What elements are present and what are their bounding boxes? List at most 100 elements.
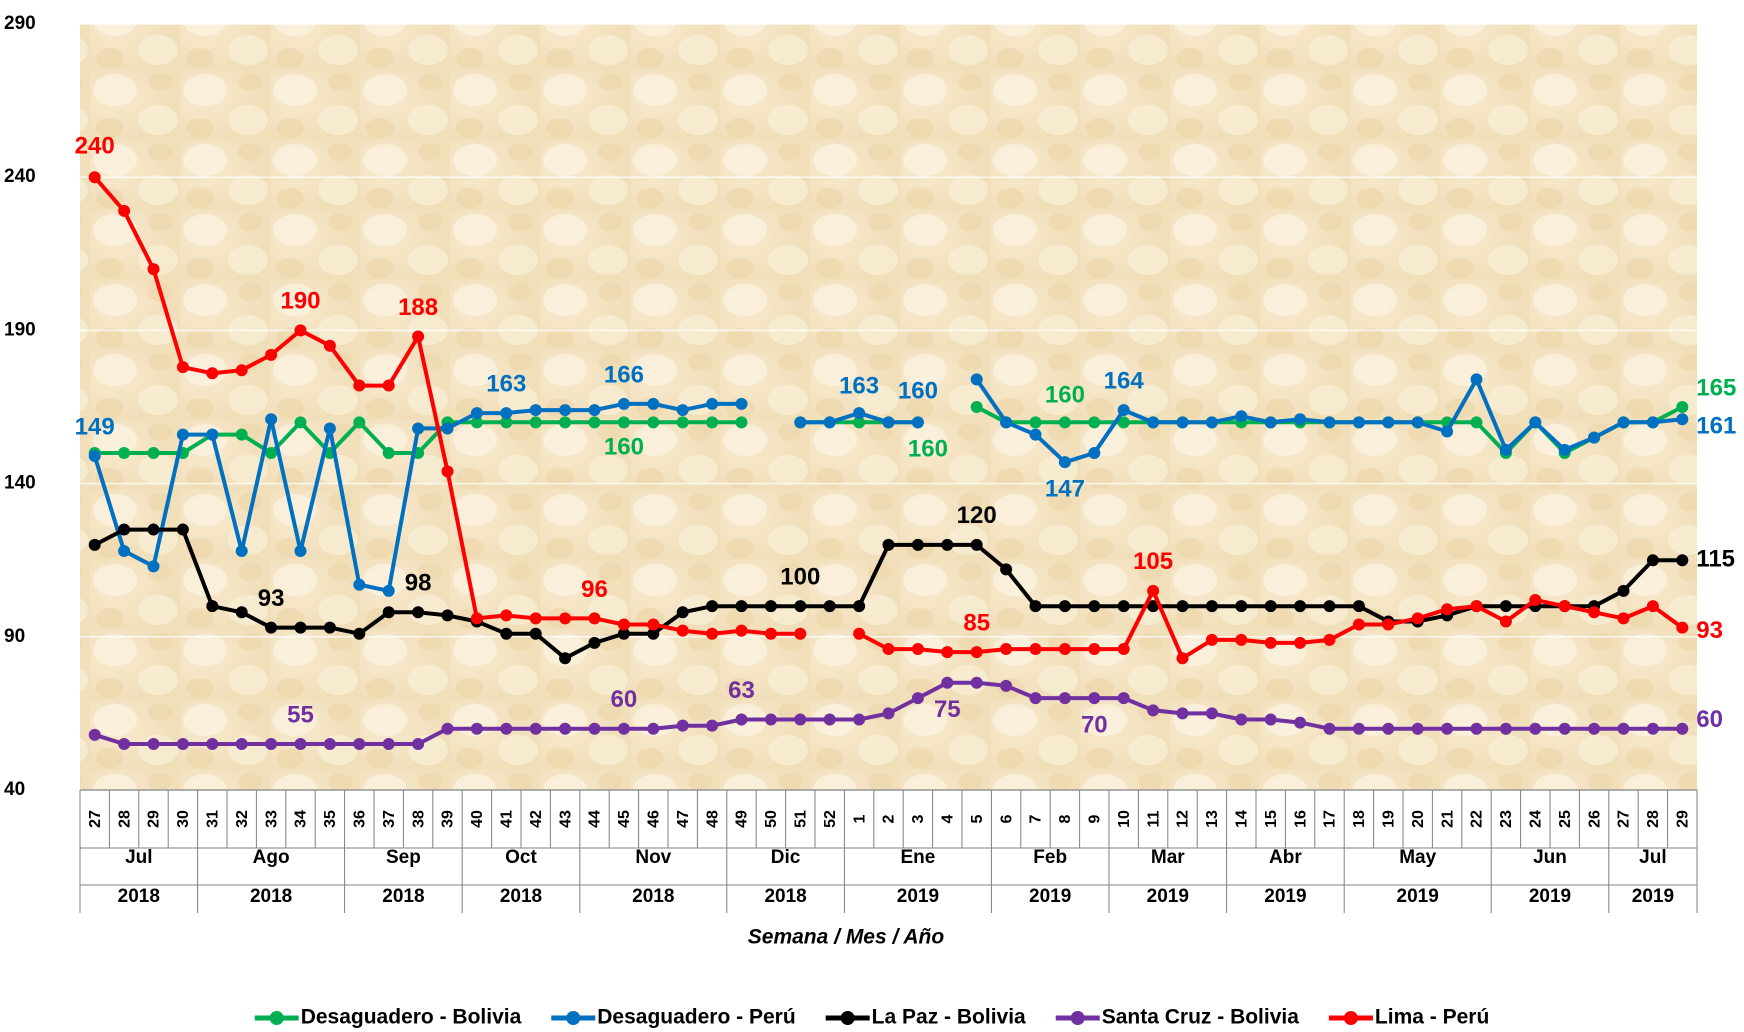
data-point bbox=[1353, 619, 1365, 631]
data-point bbox=[883, 539, 895, 551]
data-point bbox=[971, 646, 983, 658]
data-point bbox=[1588, 723, 1600, 735]
data-label: 190 bbox=[280, 288, 320, 315]
data-label: 166 bbox=[604, 361, 644, 388]
month-label: Ene bbox=[900, 847, 935, 868]
data-point bbox=[1324, 723, 1336, 735]
data-point bbox=[912, 692, 924, 704]
data-point bbox=[1030, 600, 1042, 612]
week-label: 31 bbox=[205, 810, 222, 828]
data-point bbox=[1529, 594, 1541, 606]
data-point bbox=[295, 545, 307, 557]
data-label: 160 bbox=[604, 434, 644, 461]
data-label: 55 bbox=[287, 701, 314, 728]
week-label: 17 bbox=[1322, 810, 1339, 828]
data-point bbox=[1647, 554, 1659, 566]
data-point bbox=[1500, 723, 1512, 735]
data-point bbox=[1382, 723, 1394, 735]
y-tick-label: 190 bbox=[4, 319, 36, 340]
week-label: 40 bbox=[469, 810, 486, 828]
data-point bbox=[89, 729, 101, 741]
legend-label: Santa Cruz - Bolivia bbox=[1102, 1006, 1300, 1029]
data-point bbox=[1147, 704, 1159, 716]
year-label: 2019 bbox=[1147, 886, 1189, 907]
data-point bbox=[148, 447, 160, 459]
data-point bbox=[1206, 600, 1218, 612]
data-point bbox=[1265, 637, 1277, 649]
data-label: 70 bbox=[1081, 711, 1108, 738]
data-point bbox=[677, 606, 689, 618]
data-point bbox=[1000, 680, 1012, 692]
data-point bbox=[148, 560, 160, 572]
week-label: 46 bbox=[646, 810, 663, 828]
data-point bbox=[736, 625, 748, 637]
data-point bbox=[1412, 612, 1424, 624]
data-point bbox=[912, 539, 924, 551]
data-point bbox=[1059, 692, 1071, 704]
data-point bbox=[236, 738, 248, 750]
data-point bbox=[1676, 413, 1688, 425]
data-point bbox=[1059, 600, 1071, 612]
data-point bbox=[1088, 643, 1100, 655]
data-point bbox=[883, 416, 895, 428]
month-label: Jul bbox=[125, 847, 152, 868]
data-label: 147 bbox=[1045, 475, 1085, 502]
data-point bbox=[1177, 600, 1189, 612]
legend-item: La Paz - Bolivia bbox=[826, 1006, 1026, 1029]
month-label: Jun bbox=[1533, 847, 1567, 868]
data-point bbox=[383, 606, 395, 618]
data-label: 93 bbox=[258, 585, 285, 612]
data-point bbox=[236, 545, 248, 557]
data-point bbox=[1177, 416, 1189, 428]
data-point bbox=[177, 429, 189, 441]
data-label: 160 bbox=[898, 378, 938, 405]
week-label: 30 bbox=[175, 810, 192, 828]
data-point bbox=[442, 723, 454, 735]
data-point bbox=[1206, 707, 1218, 719]
data-point bbox=[500, 407, 512, 419]
data-point bbox=[1559, 600, 1571, 612]
year-label: 2019 bbox=[1529, 886, 1571, 907]
year-label: 2018 bbox=[118, 886, 160, 907]
data-point bbox=[1235, 634, 1247, 646]
data-point bbox=[353, 380, 365, 392]
week-label: 43 bbox=[557, 810, 574, 828]
data-point bbox=[853, 714, 865, 726]
legend-marker bbox=[566, 1011, 580, 1025]
legend-label: La Paz - Bolivia bbox=[872, 1006, 1026, 1029]
data-label: 115 bbox=[1696, 546, 1735, 573]
data-point bbox=[1441, 603, 1453, 615]
week-label: 42 bbox=[528, 810, 545, 828]
data-label: 60 bbox=[611, 686, 638, 713]
data-point bbox=[1030, 643, 1042, 655]
week-label: 32 bbox=[234, 810, 251, 828]
data-point bbox=[559, 723, 571, 735]
week-label: 51 bbox=[793, 810, 810, 828]
week-label: 52 bbox=[822, 810, 839, 828]
data-point bbox=[265, 413, 277, 425]
data-point bbox=[1294, 717, 1306, 729]
data-point bbox=[118, 738, 130, 750]
data-point bbox=[206, 429, 218, 441]
data-point bbox=[1030, 429, 1042, 441]
data-point bbox=[1265, 714, 1277, 726]
data-point bbox=[471, 723, 483, 735]
data-point bbox=[1235, 714, 1247, 726]
data-point bbox=[941, 539, 953, 551]
week-label: 25 bbox=[1557, 810, 1574, 828]
y-tick-label: 240 bbox=[4, 166, 36, 187]
x-axis-title: Semana / Mes / Año bbox=[748, 926, 945, 949]
data-point bbox=[1353, 416, 1365, 428]
data-point bbox=[236, 606, 248, 618]
data-point bbox=[647, 723, 659, 735]
data-point bbox=[1147, 585, 1159, 597]
week-label: 49 bbox=[734, 810, 751, 828]
week-label: 28 bbox=[1645, 810, 1662, 828]
y-tick-label: 140 bbox=[4, 473, 36, 494]
data-point bbox=[1000, 643, 1012, 655]
data-point bbox=[206, 738, 218, 750]
data-point bbox=[1529, 723, 1541, 735]
data-point bbox=[559, 416, 571, 428]
data-point bbox=[941, 677, 953, 689]
week-label: 10 bbox=[1116, 810, 1133, 828]
